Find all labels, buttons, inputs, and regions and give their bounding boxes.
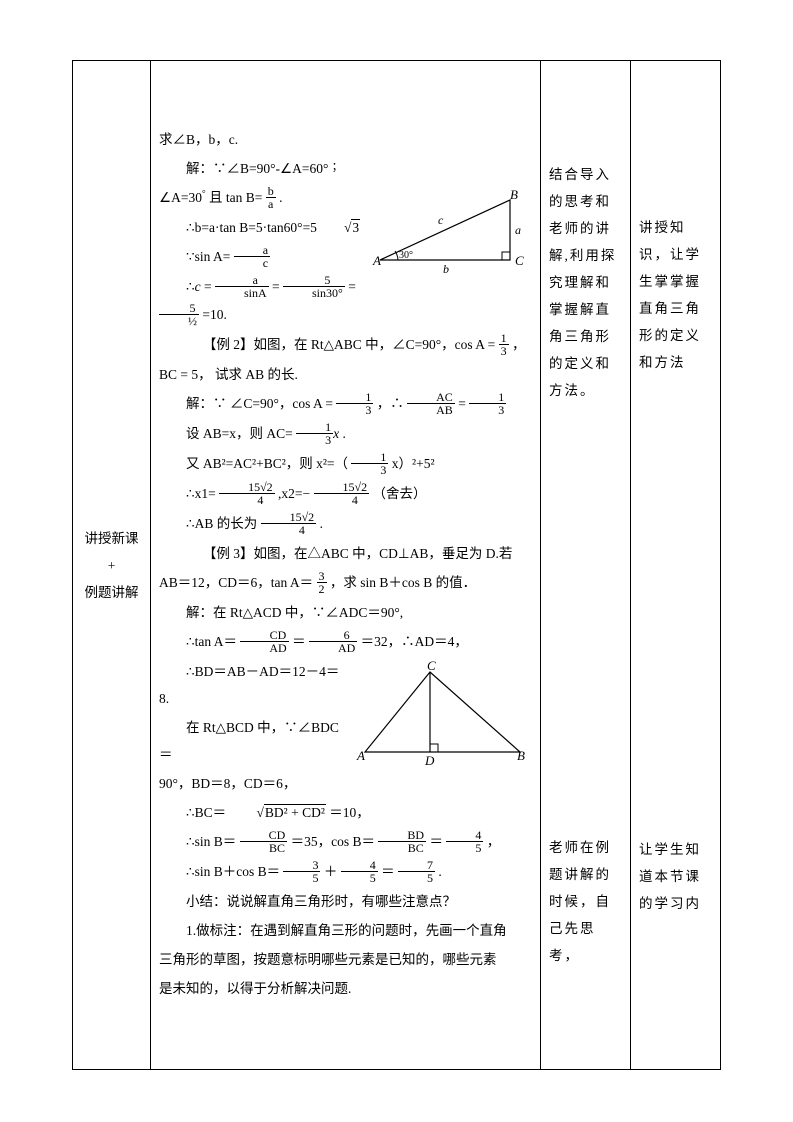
line: ∴BC＝ BD² + CD² ＝10， bbox=[159, 799, 532, 826]
svg-text:b: b bbox=[443, 262, 449, 276]
svg-text:B: B bbox=[517, 748, 525, 763]
line: 【例 2】如图，在 Rt△ABC 中，∠C=90°，cos A = 13 ， bbox=[159, 331, 532, 359]
line: 求∠B，b，c. bbox=[159, 126, 532, 153]
line: 设 AB=x，则 AC= 13x . bbox=[159, 420, 532, 448]
student-p2: 让学生知道本节课的学习内 bbox=[639, 836, 712, 917]
svg-text:A: A bbox=[356, 748, 365, 763]
line: BC = 5， 试求 AB 的长. bbox=[159, 361, 532, 388]
line: 解：∵ ∠C=90°，cos A = 13 ，∴ ACAB = 13 bbox=[159, 390, 532, 418]
line: ∴sin B＝ CDBC ＝35，cos B＝ BDBC ＝ 45 ， bbox=[159, 828, 532, 856]
triangle-30-figure: A B C a b c 30° bbox=[370, 188, 530, 278]
teacher-cell: 结合导入的思考和老师的讲解,利用探究理解和掌握解直角三角形的定义和方法。 老师在… bbox=[541, 61, 631, 1070]
stage-line1: 讲授新课 bbox=[81, 525, 142, 552]
line: 三角形的草图，按题意标明哪些元素是已知的，哪些元素 bbox=[159, 946, 532, 973]
svg-text:D: D bbox=[424, 753, 435, 768]
line: ∴sin B＋cos B＝ 35 ＋ 45 ＝ 75 . bbox=[159, 858, 532, 886]
student-p1: 讲授知识，让学生掌掌握直角三角形的定义和方法 bbox=[639, 214, 712, 376]
line: ∴AB 的长为 15√24 . bbox=[159, 510, 532, 538]
line: ∴tan A＝ CDAD ＝ 6AD ＝32，∴AD＝4， bbox=[159, 628, 532, 656]
student-cell: 讲授知识，让学生掌掌握直角三角形的定义和方法 让学生知道本节课的学习内 bbox=[631, 61, 721, 1070]
stage-cell: 讲授新课 + 例题讲解 bbox=[73, 61, 151, 1070]
line: 小结：说说解直角三角形时，有哪些注意点？ bbox=[159, 888, 532, 915]
line: ∴c = asinA = 5sin30° = 5½ =10. bbox=[159, 273, 532, 329]
line: 解：在 Rt△ACD 中，∵∠ADC＝90°, bbox=[159, 599, 532, 626]
svg-text:a: a bbox=[515, 223, 521, 237]
svg-text:C: C bbox=[427, 660, 436, 673]
content-cell: 求∠B，b，c. 解：∵∠B=90°-∠A=60° ； A B C a b c … bbox=[151, 61, 541, 1070]
line: AB＝12，CD＝6，tan A＝ 32 ，求 sin B＋cos B 的值． bbox=[159, 569, 532, 597]
line: 是未知的，以得于分析解决问题. bbox=[159, 975, 532, 1002]
line: 1.做标注：在遇到解直角三形的问题时，先画一个直角 bbox=[159, 917, 532, 944]
teacher-p1: 结合导入的思考和老师的讲解,利用探究理解和掌握解直角三角形的定义和方法。 bbox=[549, 161, 622, 404]
line: 【例 3】如图，在△ABC 中，CD⊥AB，垂足为 D.若 bbox=[159, 540, 532, 567]
lesson-table: 讲授新课 + 例题讲解 求∠B，b，c. 解：∵∠B=90°-∠A=60° ； … bbox=[72, 60, 721, 1070]
stage-line2: + bbox=[81, 552, 142, 579]
svg-text:C: C bbox=[515, 253, 524, 268]
svg-text:A: A bbox=[372, 253, 381, 268]
triangle-cd-figure: A B C D bbox=[355, 660, 530, 770]
line: ∴x1= 15√24 ,x2=− 15√24 （舍去） bbox=[159, 480, 532, 508]
line: 又 AB²=AC²+BC²，则 x²=（ 13 x）²+5² bbox=[159, 450, 532, 478]
svg-text:c: c bbox=[438, 213, 444, 227]
stage-line3: 例题讲解 bbox=[81, 579, 142, 606]
svg-text:B: B bbox=[510, 188, 518, 202]
line: 解：∵∠B=90°-∠A=60° ； bbox=[159, 155, 532, 182]
svg-text:30°: 30° bbox=[399, 250, 413, 261]
teacher-p2: 老师在例题讲解的时候，自己先思考， bbox=[549, 834, 622, 969]
line: 90°，BD＝8，CD＝6， bbox=[159, 770, 532, 797]
